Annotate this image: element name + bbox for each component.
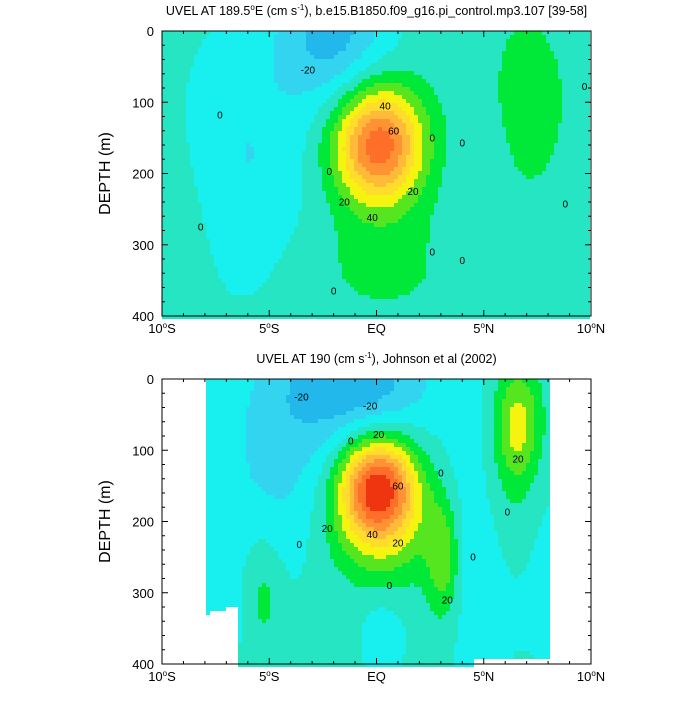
y-axis-label: DEPTH (m) <box>97 132 114 215</box>
contour-label: 40 <box>380 101 392 112</box>
contour-label: 20 <box>373 430 385 441</box>
y-tick-label: 100 <box>132 443 154 458</box>
x-tick-label: 10oS <box>148 669 176 684</box>
x-tick-label: 5oS <box>259 669 280 684</box>
contour-label: 0 <box>348 436 354 447</box>
contour-label: 0 <box>438 469 444 480</box>
contour-label: 0 <box>327 167 333 178</box>
panel-title: UVEL AT 190 (cm s-1), Johnson et al (200… <box>256 351 496 366</box>
x-tick-label: 5oN <box>473 321 494 336</box>
y-tick-label: 200 <box>132 167 154 182</box>
contour-fill <box>206 379 550 667</box>
y-tick-label: 0 <box>147 372 154 387</box>
panel-title: UVEL AT 189.5oE (cm s-1), b.e15.B1850.f0… <box>166 3 587 18</box>
contour-label: -20 <box>294 392 309 403</box>
contour-label: 0 <box>296 540 302 551</box>
contour-label: -20 <box>363 402 378 413</box>
y-tick-label: 100 <box>132 95 154 110</box>
y-tick-label: 0 <box>147 24 154 39</box>
contour-label: 0 <box>460 256 466 267</box>
contour-label: 0 <box>582 82 588 93</box>
contour-label: -20 <box>301 66 316 77</box>
contour-label: 0 <box>429 133 435 144</box>
contour-label: 20 <box>322 524 334 535</box>
y-tick-label: 300 <box>132 238 154 253</box>
x-tick-label: 10oS <box>148 321 176 336</box>
contour-label: 0 <box>217 111 223 122</box>
contour-panel-2: -20-200206020402000200200001002003004001… <box>97 351 605 684</box>
x-tick-label: 10oN <box>577 669 605 684</box>
x-tick-label: 5oN <box>473 669 494 684</box>
x-tick-label: EQ <box>367 669 386 684</box>
contour-label: 0 <box>460 138 466 149</box>
x-tick-label: 5oS <box>259 321 280 336</box>
x-tick-label: 10oN <box>577 321 605 336</box>
contour-label: 20 <box>339 198 351 209</box>
contour-label: 40 <box>367 213 379 224</box>
y-axis-label: DEPTH (m) <box>97 480 114 563</box>
contour-label: 0 <box>470 553 476 564</box>
contour-label: 0 <box>429 247 435 258</box>
contour-label: 0 <box>331 287 337 298</box>
contour-label: 20 <box>442 595 454 606</box>
contour-label: 0 <box>198 222 204 233</box>
contour-label: 0 <box>505 508 511 519</box>
contour-label: 20 <box>513 454 525 465</box>
contour-label: 40 <box>367 530 379 541</box>
contour-label: 0 <box>562 200 568 211</box>
y-tick-label: 200 <box>132 515 154 530</box>
x-tick-label: EQ <box>367 321 386 336</box>
contour-label: 60 <box>392 481 404 492</box>
y-tick-label: 300 <box>132 586 154 601</box>
contour-label: 60 <box>388 126 400 137</box>
contour-label: 20 <box>392 538 404 549</box>
contour-fill <box>162 31 590 319</box>
contour-label: 0 <box>387 581 393 592</box>
contour-label: 20 <box>407 187 419 198</box>
